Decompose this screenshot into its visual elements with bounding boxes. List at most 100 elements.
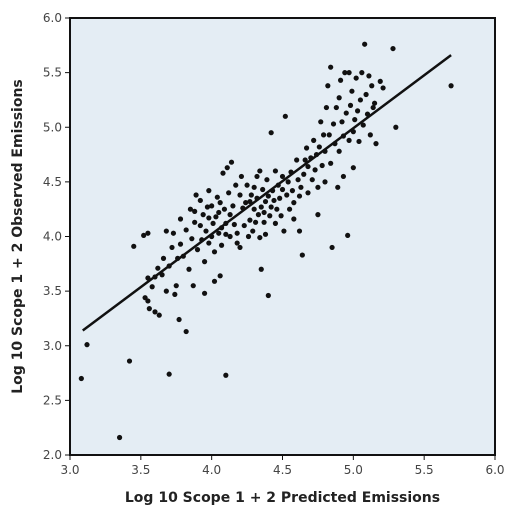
- data-point: [228, 159, 235, 165]
- data-point: [349, 88, 355, 94]
- data-point: [243, 200, 249, 206]
- data-point: [357, 97, 364, 103]
- data-point: [325, 83, 331, 89]
- data-point: [210, 220, 216, 226]
- data-point: [390, 45, 396, 52]
- data-point: [204, 204, 211, 210]
- data-point: [163, 228, 169, 234]
- data-point: [366, 73, 372, 79]
- data-point: [356, 138, 362, 145]
- data-point: [160, 255, 167, 261]
- y-axis: 2.0 2.5 3.0 3.5 4.0 4.5 5.0 5.5 6.0: [43, 11, 70, 462]
- data-point: [145, 275, 151, 281]
- data-point: [354, 108, 361, 114]
- data-point: [201, 259, 208, 265]
- data-point: [159, 272, 165, 278]
- data-point: [238, 173, 245, 180]
- data-point: [326, 132, 332, 138]
- data-point: [200, 212, 206, 218]
- data-point: [209, 233, 215, 240]
- data-point: [254, 173, 260, 180]
- data-point: [166, 371, 172, 377]
- data-point: [370, 104, 376, 111]
- data-point: [330, 121, 337, 127]
- data-point: [199, 237, 205, 243]
- data-point: [226, 190, 232, 196]
- data-point: [213, 214, 219, 220]
- x-tick-label: 4.5: [273, 463, 292, 477]
- data-point: [227, 212, 233, 218]
- data-point: [380, 85, 386, 91]
- data-point: [279, 186, 286, 193]
- data-point: [316, 144, 322, 150]
- data-point: [192, 219, 198, 225]
- data-point: [155, 265, 161, 271]
- data-point: [268, 130, 274, 136]
- data-point: [206, 188, 212, 194]
- data-point: [221, 206, 228, 212]
- y-tick-label: 4.0: [43, 230, 62, 244]
- x-tick-label: 5.0: [344, 463, 363, 477]
- data-point: [152, 274, 158, 280]
- data-point: [163, 288, 169, 294]
- data-point: [274, 206, 280, 212]
- data-point: [84, 342, 90, 348]
- data-point: [261, 219, 267, 225]
- data-point: [285, 179, 291, 185]
- data-point: [291, 200, 297, 206]
- data-point: [360, 122, 366, 128]
- data-point: [194, 247, 201, 253]
- data-point: [323, 104, 330, 111]
- data-point: [319, 162, 325, 169]
- data-point: [169, 244, 175, 251]
- fit-line-layer: [82, 54, 452, 332]
- data-point: [244, 182, 250, 188]
- data-point: [288, 169, 294, 175]
- y-tick-label: 5.5: [43, 66, 62, 80]
- data-point: [345, 232, 351, 239]
- data-point: [299, 252, 305, 258]
- data-point: [254, 195, 260, 201]
- fit-line: [82, 54, 452, 332]
- data-point: [322, 179, 328, 185]
- data-point: [247, 198, 253, 205]
- y-tick-label: 3.5: [43, 284, 62, 298]
- data-point: [265, 193, 271, 199]
- data-point: [284, 192, 290, 198]
- data-point: [177, 241, 184, 247]
- data-point: [223, 220, 229, 226]
- data-point: [282, 113, 288, 119]
- data-point: [250, 228, 256, 234]
- data-point: [218, 225, 225, 231]
- data-point: [346, 70, 352, 76]
- y-tick-label: 2.5: [43, 393, 62, 407]
- data-point: [146, 306, 152, 312]
- data-point: [303, 145, 310, 151]
- data-point: [328, 160, 334, 166]
- data-point: [308, 155, 314, 161]
- data-point: [337, 77, 344, 83]
- data-point: [296, 193, 303, 199]
- data-point: [197, 197, 203, 204]
- data-point: [336, 148, 342, 154]
- data-point: [177, 216, 184, 222]
- data-point: [271, 197, 277, 204]
- data-point: [339, 119, 345, 125]
- data-point: [329, 244, 335, 251]
- data-point: [192, 208, 198, 214]
- data-point: [227, 233, 233, 240]
- data-point: [262, 198, 269, 205]
- data-point: [343, 110, 349, 116]
- y-tick-label: 6.0: [43, 11, 62, 25]
- data-point: [311, 137, 317, 143]
- data-point: [209, 203, 215, 209]
- data-point: [255, 212, 262, 218]
- data-point: [269, 188, 276, 194]
- data-point: [335, 184, 341, 190]
- data-point: [258, 204, 264, 210]
- data-point: [301, 171, 307, 177]
- data-point: [214, 194, 220, 200]
- data-point: [141, 232, 147, 239]
- data-point: [231, 221, 237, 228]
- data-point: [247, 217, 253, 223]
